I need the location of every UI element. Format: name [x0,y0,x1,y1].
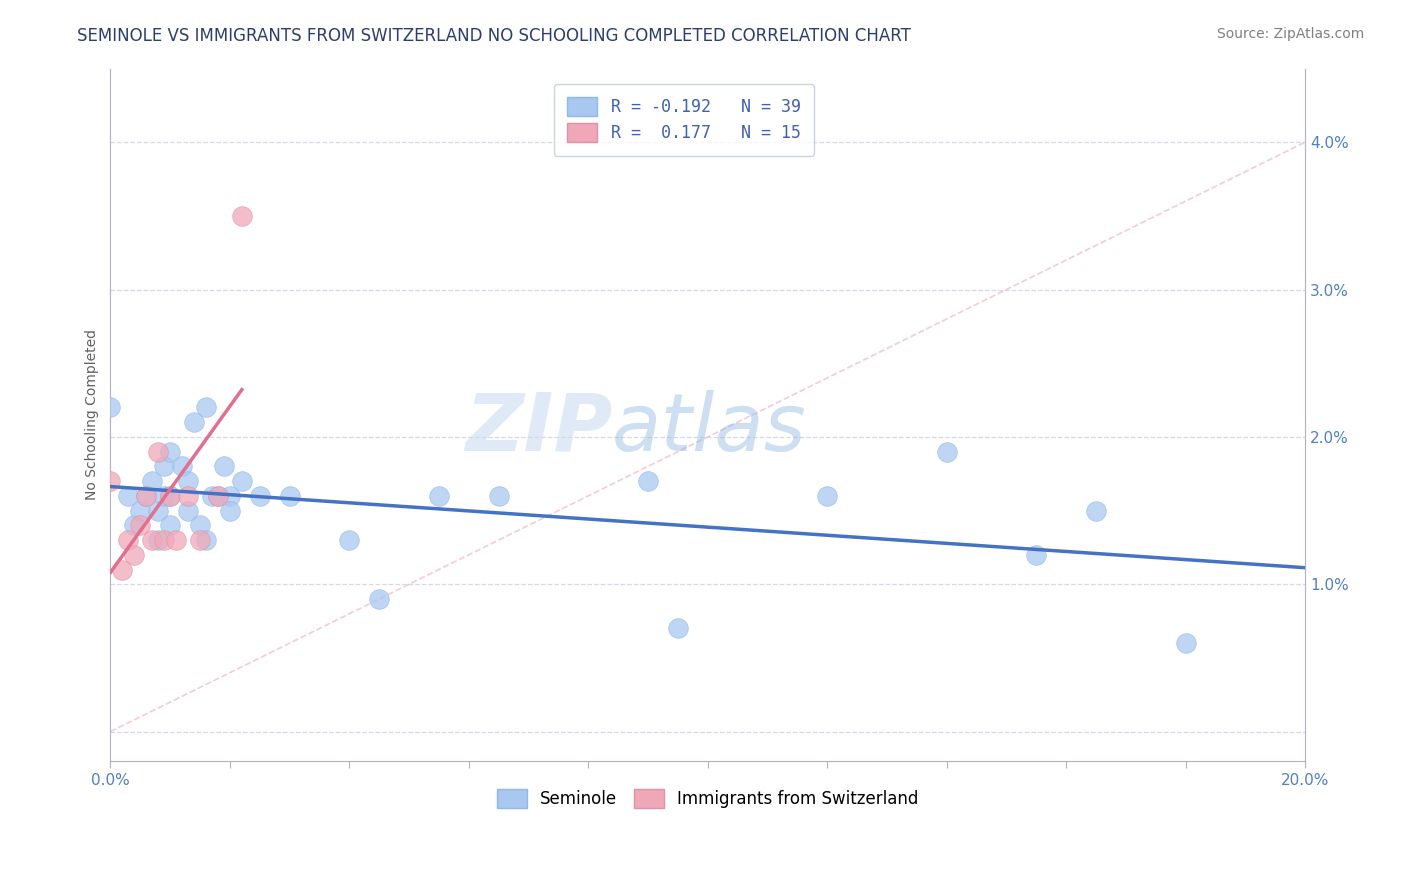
Point [368,592,391,607]
Point [195,533,218,547]
Point [637,474,659,488]
Point [278,489,301,503]
Point [135,489,157,503]
Point [212,459,235,474]
Point [815,489,838,503]
Point [153,533,176,547]
Point [207,489,229,503]
Point [135,489,157,503]
Point [124,518,146,533]
Point [159,489,181,503]
Point [141,533,163,547]
Point [165,533,187,547]
Point [231,474,253,488]
Point [153,459,176,474]
Point [249,489,271,503]
Point [153,489,176,503]
Point [218,503,240,517]
Legend: Seminole, Immigrants from Switzerland: Seminole, Immigrants from Switzerland [491,782,925,815]
Point [666,622,689,636]
Point [183,415,205,429]
Text: Source: ZipAtlas.com: Source: ZipAtlas.com [1216,27,1364,41]
Point [148,533,170,547]
Point [188,533,211,547]
Point [148,503,170,517]
Point [129,503,152,517]
Point [207,489,229,503]
Point [100,474,122,488]
Point [427,489,450,503]
Text: atlas: atlas [612,390,807,467]
Point [488,489,510,503]
Point [337,533,360,547]
Point [195,401,218,415]
Point [218,489,240,503]
Point [1025,548,1047,562]
Text: SEMINOLE VS IMMIGRANTS FROM SWITZERLAND NO SCHOOLING COMPLETED CORRELATION CHART: SEMINOLE VS IMMIGRANTS FROM SWITZERLAND … [77,27,911,45]
Point [231,209,253,223]
Point [159,518,181,533]
Point [148,444,170,458]
Point [201,489,224,503]
Point [159,489,181,503]
Point [117,533,139,547]
Point [177,489,200,503]
Point [935,444,957,458]
Point [159,444,181,458]
Text: ZIP: ZIP [465,390,612,467]
Point [124,548,146,562]
Point [117,489,139,503]
Point [141,474,163,488]
Y-axis label: No Schooling Completed: No Schooling Completed [86,329,100,500]
Point [1174,636,1197,650]
Point [100,401,122,415]
Point [111,562,134,576]
Point [177,474,200,488]
Point [129,518,152,533]
Point [177,503,200,517]
Point [172,459,194,474]
Point [1085,503,1108,517]
Point [188,518,211,533]
